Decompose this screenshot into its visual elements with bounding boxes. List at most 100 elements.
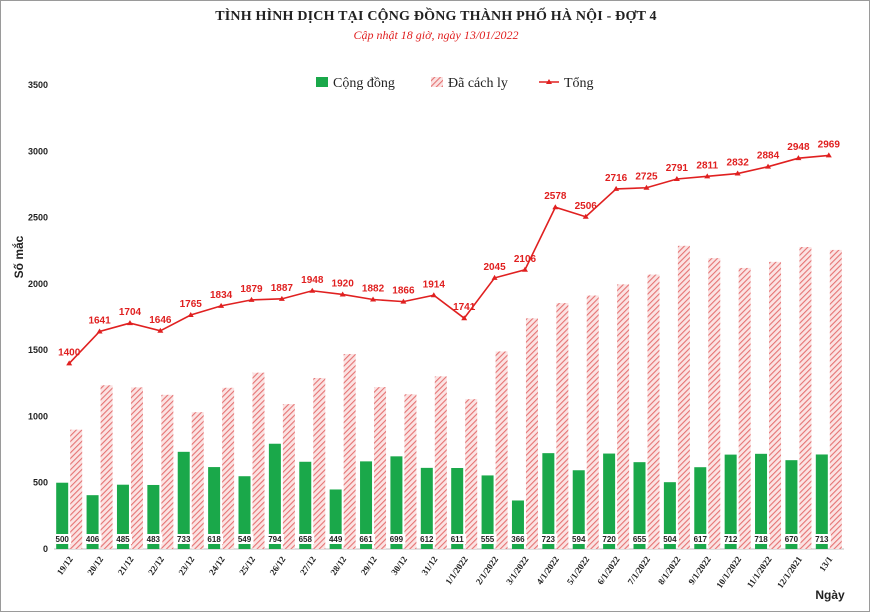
bar-community [815,454,828,549]
x-tick-label: 31/12 [419,554,439,577]
total-line [68,154,829,364]
total-value-label: 1400 [58,347,81,358]
bar-isolated [282,404,295,549]
bar-isolated [495,351,508,549]
x-tick-label: 10/1/2022 [714,554,743,590]
y-axis-label: Số mắc [11,235,26,278]
bar-community [572,470,585,549]
community-label-bg [812,534,831,544]
total-value-label: 2884 [757,151,780,162]
community-label-bg [205,534,224,544]
x-tick-label: 19/12 [55,554,75,577]
total-value-label: 1834 [210,290,233,301]
total-value-label: 2791 [666,163,689,174]
bar-isolated [191,412,204,549]
total-value-label: 2811 [696,160,718,171]
total-value-label: 1887 [271,283,294,294]
community-label-bg [478,534,497,544]
total-value-label: 2948 [787,142,810,153]
community-label-bg [782,534,801,544]
community-label-bg [600,534,619,544]
total-marker [613,185,620,191]
bar-community [177,451,190,549]
community-label-bg [630,534,649,544]
bar-community [420,467,433,549]
bar-isolated [799,247,812,549]
community-label-bg [660,534,679,544]
x-tick-label: 5/1/2022 [565,554,592,586]
community-value-label: 670 [785,535,799,544]
bar-isolated [374,387,387,549]
community-label-bg [417,534,436,544]
total-marker [521,266,528,272]
community-value-label: 483 [147,535,161,544]
community-value-label: 611 [451,535,464,544]
total-value-label: 2106 [514,254,537,265]
bar-community [603,453,616,549]
community-label-bg [53,534,72,544]
bar-community [299,461,312,549]
bar-isolated [161,394,174,549]
bar-isolated [769,261,782,549]
x-tick-label: 7/1/2022 [626,554,653,586]
total-value-label: 1641 [88,315,111,326]
total-value-label: 1879 [240,284,263,295]
total-value-label: 1866 [392,286,415,297]
y-tick-label: 1500 [28,345,48,355]
chart-title: TÌNH HÌNH DỊCH TẠI CỘNG ĐỒNG THÀNH PHỐ H… [215,9,657,24]
x-tick-label: 2/1/2022 [474,554,501,586]
community-value-label: 594 [572,535,586,544]
bar-community [147,484,160,549]
bar-isolated [130,387,143,549]
total-marker [765,163,772,169]
bar-isolated [829,249,842,549]
bar-isolated [738,267,751,549]
community-value-label: 366 [511,535,525,544]
total-value-label: 2725 [635,172,658,183]
community-value-label: 713 [815,535,829,544]
total-value-label: 1914 [423,279,446,290]
bar-isolated [313,377,326,549]
bar-community [360,461,373,549]
y-tick-label: 2500 [28,213,48,223]
total-marker [491,274,498,280]
x-tick-label: 9/1/2022 [686,554,713,586]
community-value-label: 699 [390,535,404,544]
bar-community [390,456,403,549]
bar-isolated [70,429,83,549]
legend-swatch-community [316,77,328,87]
total-marker [187,312,194,318]
community-label-bg [357,534,376,544]
x-tick-label: 28/12 [328,554,348,577]
total-marker [582,213,589,219]
bar-community [208,467,221,549]
community-value-label: 555 [481,535,495,544]
total-value-label: 2506 [575,201,598,212]
bar-isolated [434,376,447,549]
total-marker [278,295,285,301]
bar-isolated [252,372,265,549]
community-value-label: 406 [86,535,100,544]
legend-swatch-isolated [431,77,443,87]
bar-isolated [525,318,538,549]
total-value-label: 2832 [727,158,750,169]
x-tick-label: 8/1/2022 [656,554,683,586]
total-marker [461,315,468,321]
community-label-bg [83,534,102,544]
x-tick-label: 11/1/2022 [745,554,774,590]
total-marker [96,328,103,334]
community-label-bg [721,534,740,544]
community-value-label: 661 [359,535,373,544]
x-tick-label: 3/1/2022 [504,554,531,586]
y-tick-label: 2000 [28,279,48,289]
legend-label-total: Tổng [564,76,594,91]
community-value-label: 718 [754,535,768,544]
total-marker [430,292,437,298]
total-value-label: 2578 [544,191,567,202]
x-tick-label: 4/1/2022 [534,554,561,586]
total-marker [552,204,559,210]
x-tick-label: 21/12 [116,554,136,577]
total-marker [370,296,377,302]
